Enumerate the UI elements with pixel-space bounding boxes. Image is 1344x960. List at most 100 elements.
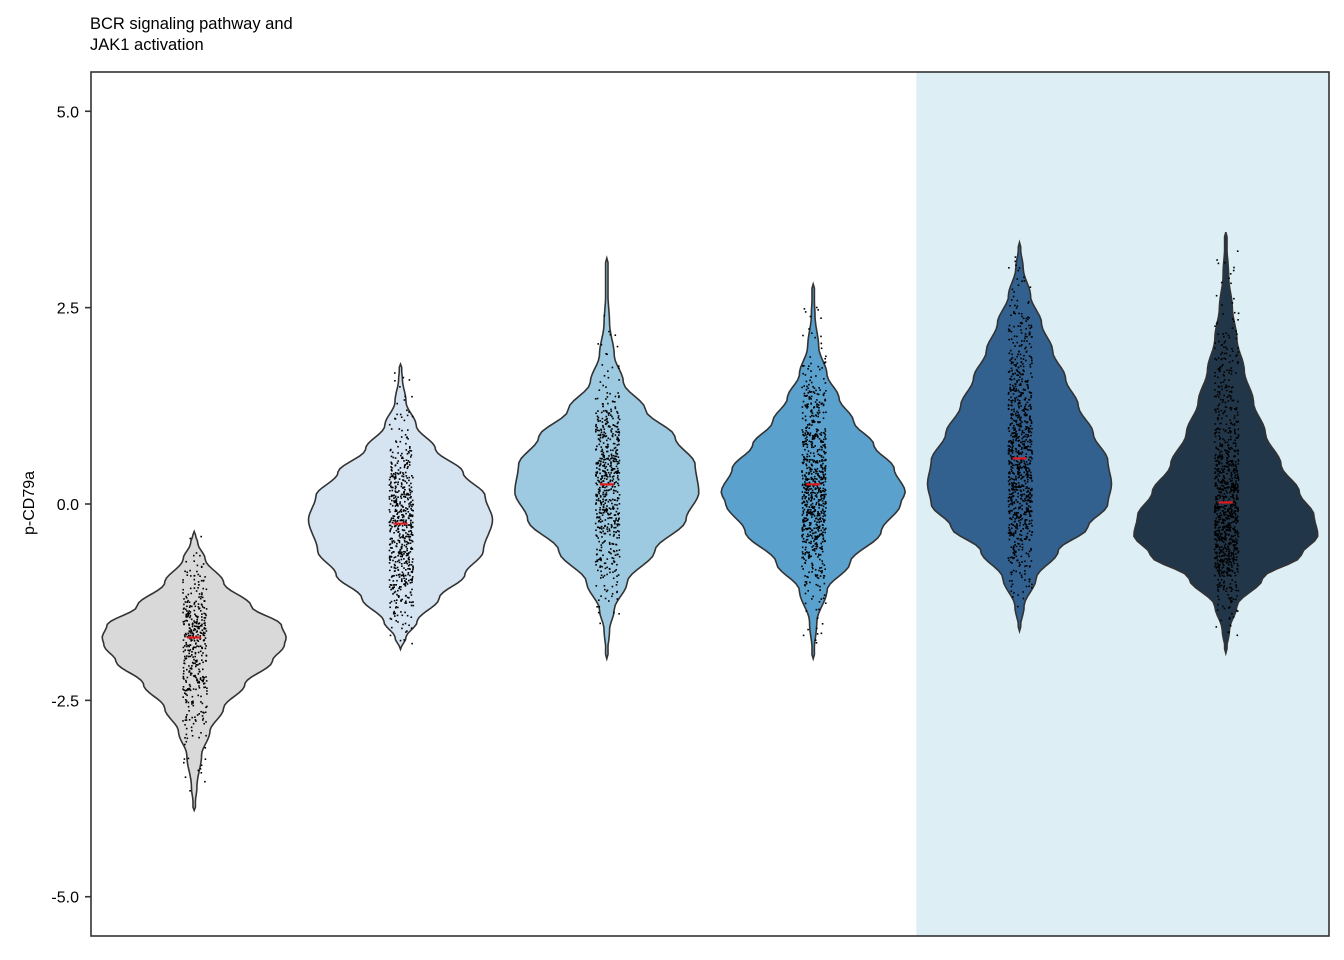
data-point xyxy=(816,468,819,470)
data-point xyxy=(1026,473,1028,475)
data-point xyxy=(1219,481,1222,484)
data-point xyxy=(801,461,804,464)
data-point xyxy=(391,463,393,465)
data-point xyxy=(185,643,188,646)
data-point xyxy=(1025,525,1028,528)
data-point xyxy=(1026,413,1028,416)
data-point xyxy=(614,554,617,556)
data-point xyxy=(401,554,404,556)
data-point xyxy=(202,587,204,590)
data-point xyxy=(403,464,406,467)
data-point xyxy=(1015,463,1017,466)
data-point xyxy=(198,596,200,598)
data-point xyxy=(1013,554,1016,556)
data-point xyxy=(190,672,192,674)
data-point xyxy=(388,524,391,527)
data-point xyxy=(1237,400,1239,403)
data-point xyxy=(405,569,407,571)
data-point xyxy=(1235,516,1237,519)
data-point xyxy=(607,512,609,515)
data-point xyxy=(614,486,616,488)
data-point xyxy=(1009,390,1012,392)
data-point xyxy=(821,533,824,536)
data-point xyxy=(1031,480,1033,482)
data-point xyxy=(615,455,617,458)
data-point xyxy=(394,615,396,617)
data-point xyxy=(1223,468,1226,470)
data-point xyxy=(1009,454,1012,457)
data-point xyxy=(1221,401,1224,403)
data-point xyxy=(1235,489,1238,491)
data-point xyxy=(824,466,826,469)
data-point xyxy=(1011,432,1014,434)
data-point xyxy=(403,521,405,523)
data-point xyxy=(1233,539,1235,542)
data-point xyxy=(391,537,393,540)
data-point xyxy=(1225,452,1228,454)
data-point xyxy=(1233,572,1236,574)
data-point xyxy=(1228,597,1230,599)
data-point xyxy=(1232,559,1235,562)
data-point xyxy=(1214,538,1216,541)
data-point xyxy=(1225,385,1228,388)
data-point xyxy=(1231,579,1233,581)
data-point xyxy=(1222,485,1225,487)
data-point xyxy=(805,388,808,391)
data-point xyxy=(611,434,614,437)
data-point xyxy=(597,499,600,502)
data-point xyxy=(1008,267,1010,269)
data-point xyxy=(406,477,408,479)
data-point xyxy=(1015,551,1017,553)
data-point xyxy=(396,520,398,523)
data-point xyxy=(1021,499,1024,502)
data-point xyxy=(197,664,199,666)
data-point xyxy=(1024,579,1026,581)
data-point xyxy=(411,509,413,511)
data-point xyxy=(819,517,822,519)
data-point xyxy=(597,434,600,436)
data-point xyxy=(190,672,193,675)
data-point xyxy=(1017,450,1020,452)
data-point xyxy=(805,517,807,519)
data-point xyxy=(391,504,394,507)
data-point xyxy=(1232,465,1235,467)
data-point xyxy=(186,655,188,657)
data-point xyxy=(191,735,194,737)
data-point xyxy=(1229,625,1232,627)
data-point xyxy=(1223,335,1225,338)
data-point xyxy=(388,496,391,498)
data-point xyxy=(1010,456,1013,458)
data-point xyxy=(1229,460,1232,462)
data-point xyxy=(186,714,188,716)
data-point xyxy=(616,477,619,479)
data-point xyxy=(611,415,613,418)
data-point xyxy=(823,512,825,515)
data-point xyxy=(1223,545,1226,547)
data-point xyxy=(818,504,821,506)
data-point xyxy=(1022,392,1024,395)
data-point xyxy=(1021,543,1024,546)
data-point xyxy=(393,613,395,615)
data-point xyxy=(1229,430,1231,432)
data-point xyxy=(189,689,192,692)
data-point xyxy=(189,649,192,651)
data-point xyxy=(1019,325,1022,328)
data-point xyxy=(190,726,193,729)
data-point xyxy=(804,448,806,451)
data-point xyxy=(1012,439,1015,441)
data-point xyxy=(201,606,204,608)
data-point xyxy=(1026,508,1028,510)
data-point xyxy=(806,551,808,553)
data-point xyxy=(608,425,610,427)
data-point xyxy=(1023,479,1026,482)
data-point xyxy=(395,584,397,586)
data-point xyxy=(1220,572,1223,574)
data-point xyxy=(808,541,810,544)
data-point xyxy=(1227,487,1229,489)
data-point xyxy=(1233,548,1236,550)
data-point xyxy=(811,477,814,480)
data-point xyxy=(1228,568,1230,570)
data-point xyxy=(1009,446,1012,448)
data-point xyxy=(1225,490,1228,492)
data-point xyxy=(1022,317,1025,320)
